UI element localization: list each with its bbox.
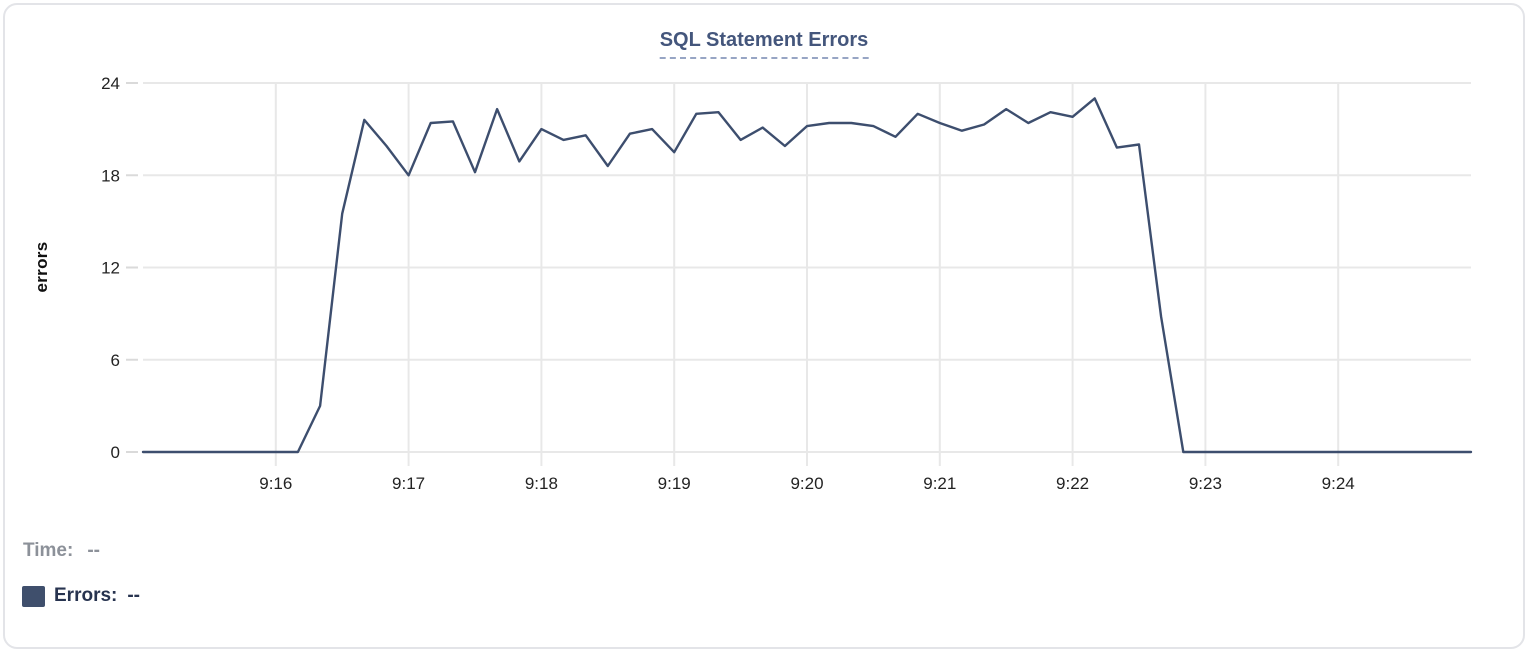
y-tick-label: 0	[111, 443, 120, 462]
y-axis-label: errors	[32, 242, 51, 293]
y-tick-label: 12	[101, 259, 120, 278]
x-tick-label: 9:16	[259, 474, 292, 493]
x-tick-label: 9:23	[1189, 474, 1222, 493]
hover-readout-time: Time: --	[23, 540, 100, 562]
x-tick-label: 9:21	[923, 474, 956, 493]
errors-line-chart[interactable]: 0 6 12 18 24 9:16 9:17 9:18 9:19 9:20 9:21 9:22 9:23…	[0, 0, 1528, 512]
time-value: --	[87, 540, 100, 561]
errors-label: Errors:	[54, 585, 118, 606]
x-tick-label: 9:22	[1056, 474, 1089, 493]
chart-title[interactable]: SQL Statement Errors	[659, 29, 869, 59]
errors-value: --	[127, 585, 141, 606]
y-tick-label: 6	[111, 351, 120, 370]
series-line-errors	[141, 97, 1473, 454]
time-label: Time:	[23, 540, 74, 561]
chart-card	[3, 3, 1525, 649]
y-tick-label: 18	[101, 166, 120, 185]
x-tick-label: 9:24	[1322, 474, 1355, 493]
errors-series-swatch	[22, 585, 45, 607]
y-tick-label: 24	[101, 74, 120, 93]
x-tick-label: 9:18	[525, 474, 558, 493]
x-tick-label: 9:17	[392, 474, 425, 493]
x-tick-label: 9:19	[658, 474, 691, 493]
legend-item-errors[interactable]: Errors: --	[22, 585, 140, 607]
x-tick-label: 9:20	[790, 474, 823, 493]
